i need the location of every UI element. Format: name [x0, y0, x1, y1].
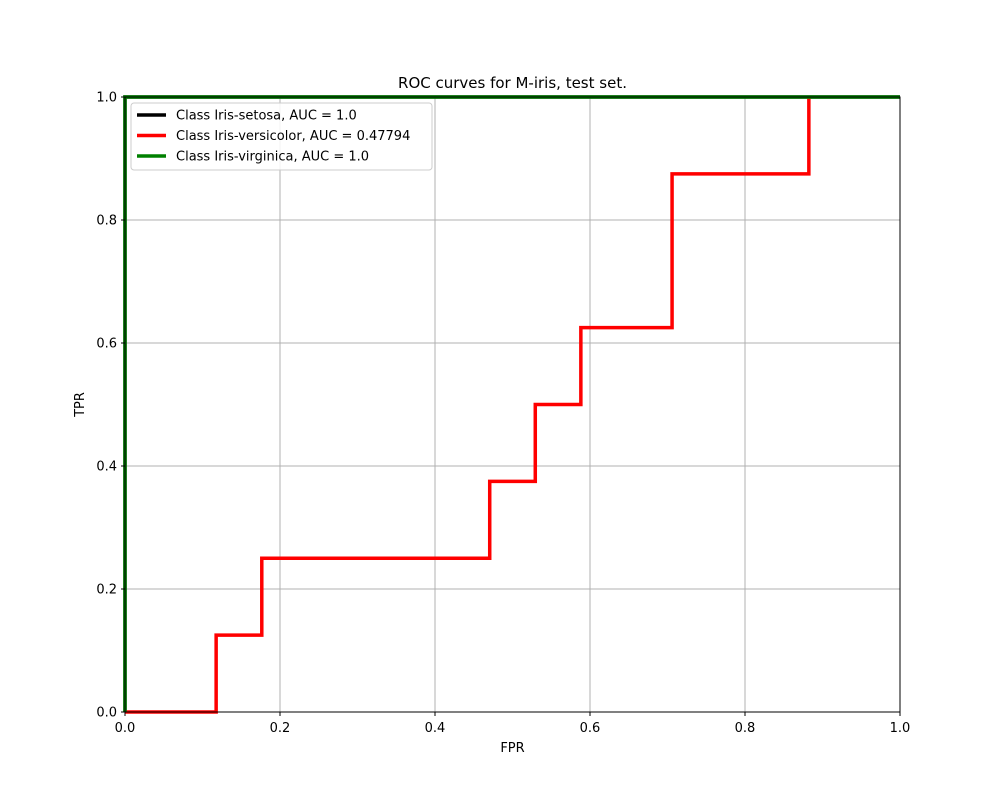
grid [124, 96, 901, 713]
y-tick-label: 0.0 [96, 706, 117, 721]
series-line-0 [123, 95, 900, 712]
legend-label: Class Iris-versicolor, AUC = 0.47794 [176, 129, 410, 144]
series-line-2 [123, 95, 900, 712]
chart-title: ROC curves for M-iris, test set. [398, 74, 627, 92]
x-tick-label: 0.8 [735, 721, 756, 736]
legend-label: Class Iris-setosa, AUC = 1.0 [176, 109, 357, 124]
y-tick-label: 0.8 [96, 214, 117, 229]
series-line-1 [125, 97, 811, 714]
x-axis-title: FPR [500, 741, 524, 756]
y-tick-label: 0.6 [96, 337, 117, 352]
legend-box [130, 102, 433, 171]
y-tick-label: 1.0 [96, 91, 117, 106]
plot-frame [124, 96, 901, 713]
y-tick-label: 0.4 [96, 460, 117, 475]
x-tick-label: 0.2 [270, 721, 291, 736]
x-tick-label: 0.4 [425, 721, 446, 736]
y-axis-title: TPR [73, 392, 88, 418]
x-tick-label: 0.0 [115, 721, 136, 736]
x-tick-label: 0.6 [580, 721, 601, 736]
y-tick-label: 0.2 [96, 583, 117, 598]
legend: Class Iris-setosa, AUC = 1.0 Class Iris-v… [130, 102, 433, 171]
x-tick-label: 1.0 [890, 721, 911, 736]
axis-ticks: 0.0 0.2 0.4 0.6 0.8 1.0 0.0 0.2 0.4 0.6 0.8 1.0 [96, 91, 910, 737]
series-lines [123, 95, 900, 714]
legend-label: Class Iris-virginica, AUC = 1.0 [176, 150, 369, 165]
